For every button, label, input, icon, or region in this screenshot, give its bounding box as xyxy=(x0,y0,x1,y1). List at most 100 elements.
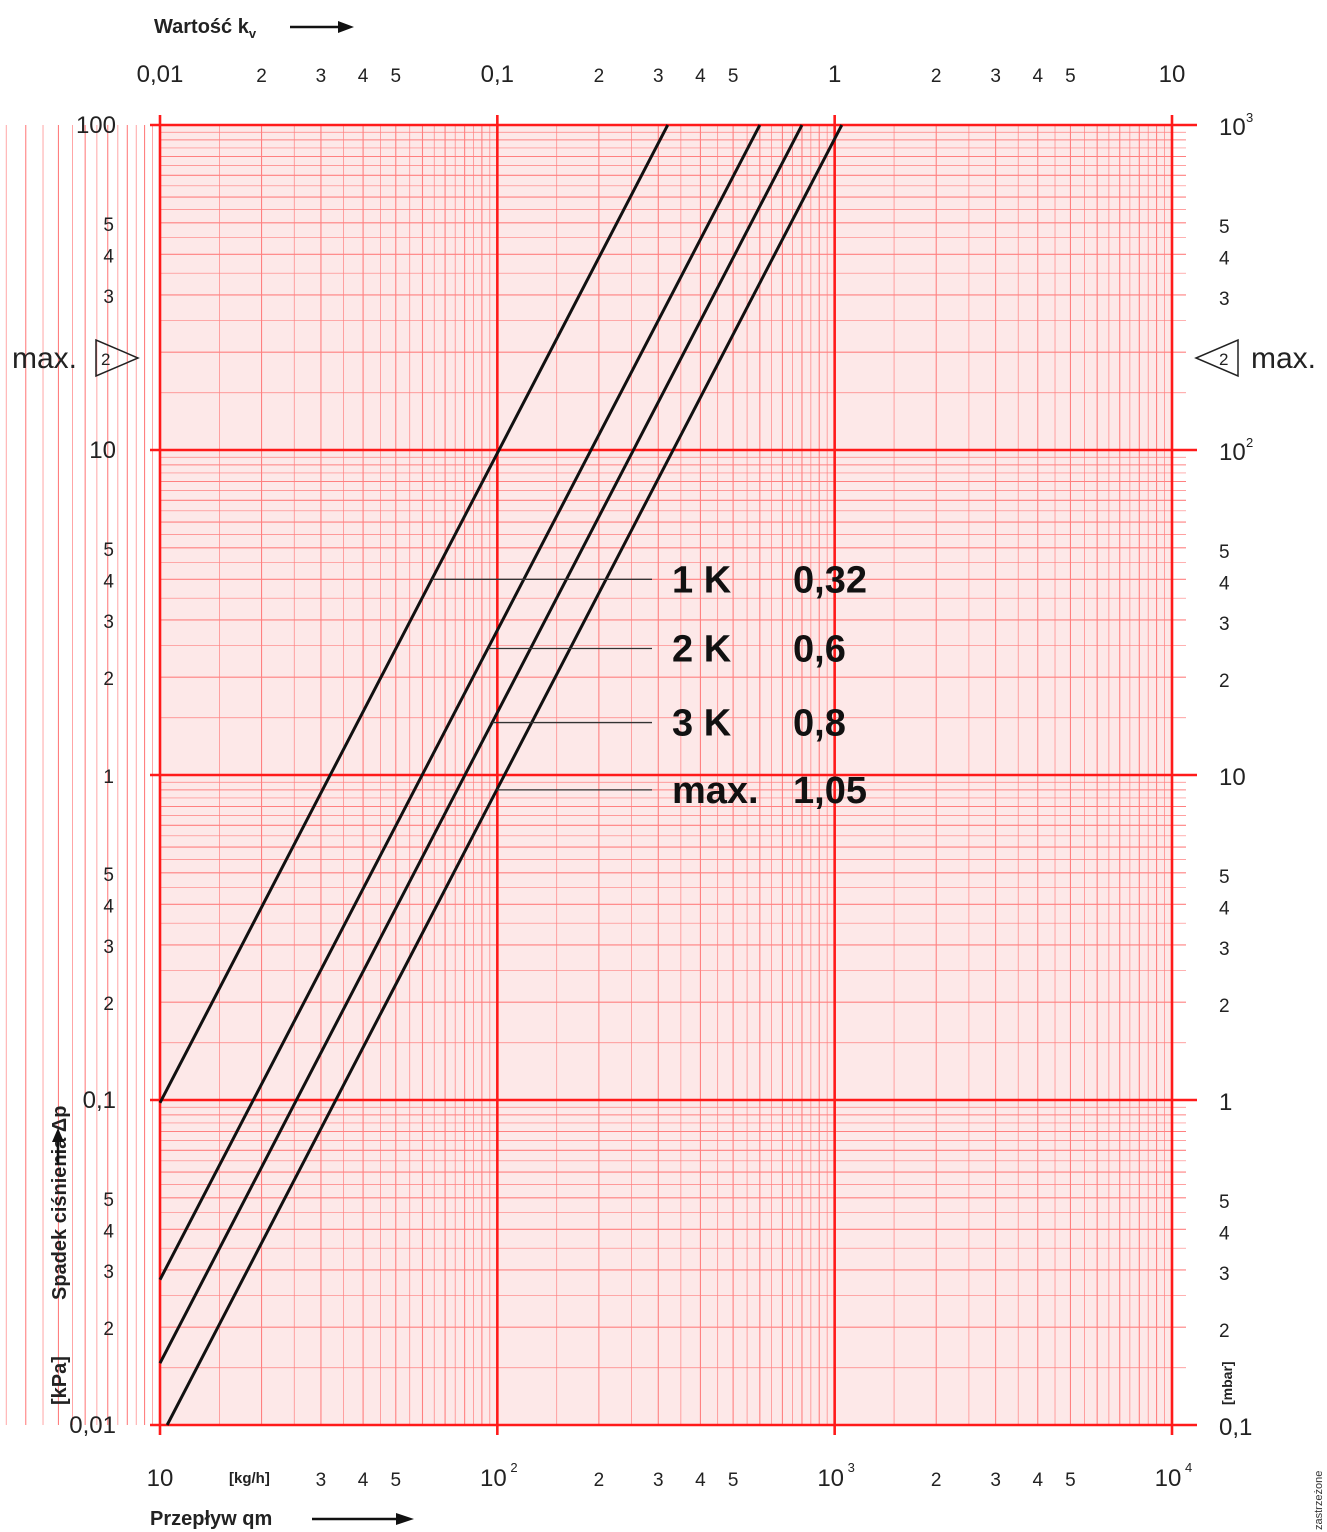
right-axis-tick-label: 4 xyxy=(1219,248,1230,269)
series-label-kv: 0,6 xyxy=(793,629,846,671)
series-label-leaders xyxy=(431,578,652,791)
right-axis-tick-label: 2 xyxy=(1219,671,1230,692)
right-axis-tick-label: 4 xyxy=(1219,898,1230,919)
left-axis-title: Spadek ciśnienia Δp xyxy=(49,1106,71,1300)
left-axis-tick-label: 4 xyxy=(103,246,114,267)
left-axis-arrow-icon xyxy=(52,1128,64,1165)
series-label-name: 1 K xyxy=(672,559,732,601)
series-line xyxy=(165,124,844,1426)
bottom-axis-tick-label: 4 xyxy=(1032,1470,1043,1491)
right-axis-tick-exponent: 2 xyxy=(1246,435,1253,450)
series-line xyxy=(158,124,804,1364)
top-axis-tick-label: 1 xyxy=(828,61,841,88)
top-axis-tick-label: 2 xyxy=(256,66,267,87)
right-axis-unit: [mbar] xyxy=(1219,1361,1235,1405)
top-axis-tick-label: 0,01 xyxy=(137,61,184,88)
top-axis-tick-label: 4 xyxy=(695,66,706,87)
top-axis-tick-label: 5 xyxy=(728,66,739,87)
bottom-axis-tick-label: 4 xyxy=(695,1470,706,1491)
right-axis-tick-label: 2 xyxy=(1219,1321,1230,1342)
right-axis-tick-label: 3 xyxy=(1219,1264,1230,1285)
bottom-axis-tick-label: 3 xyxy=(990,1470,1001,1491)
bottom-axis-arrow-icon xyxy=(312,1513,414,1525)
left-axis-tick-label: 1 xyxy=(103,767,114,788)
left-max-label: max. xyxy=(12,342,77,375)
bottom-axis-tick-label: 10 xyxy=(817,1465,844,1492)
bottom-axis-tick-label: 2 xyxy=(931,1470,942,1491)
top-axis-tick-label: 5 xyxy=(1065,66,1076,87)
right-axis-tick-label: 4 xyxy=(1219,1223,1230,1244)
bottom-axis-tick-label: 10 xyxy=(480,1465,507,1492)
grid-minor xyxy=(5,125,1186,1425)
left-axis-tick-label: 0,01 xyxy=(69,1412,116,1439)
series-label-kv: 0,32 xyxy=(793,559,867,601)
bottom-axis-tick-label: 3 xyxy=(653,1470,664,1491)
left-axis-tick-label: 2 xyxy=(103,669,114,690)
left-axis-tick-label: 3 xyxy=(103,1262,114,1283)
top-axis-tick-label: 3 xyxy=(990,66,1001,87)
right-axis-tick-label: 2 xyxy=(1219,996,1230,1017)
right-axis-tick-label: 3 xyxy=(1219,289,1230,310)
bottom-axis-tick-exponent: 2 xyxy=(510,1460,517,1475)
right-axis-unit-group: [mbar] xyxy=(1219,1361,1235,1405)
top-axis-tick-label: 2 xyxy=(594,66,605,87)
left-axis-tick-label: 4 xyxy=(103,1221,114,1242)
top-axis-arrow-icon xyxy=(290,21,354,33)
series-label-name: max. xyxy=(672,770,759,812)
top-axis-tick-label: 10 xyxy=(1159,61,1186,88)
top-axis-title: Wartość kv xyxy=(154,16,257,41)
left-axis-tick-label: 4 xyxy=(103,896,114,917)
top-axis-tick-label: 3 xyxy=(653,66,664,87)
bottom-axis-tick-label: 5 xyxy=(728,1470,739,1491)
bottom-axis-ticks: 10 3 4 5 10 22 3 4 5 10 32 3 4 5 10 4 xyxy=(147,1460,1193,1492)
bottom-axis-title: Przepływ qm xyxy=(150,1508,272,1530)
left-axis-tick-label: 5 xyxy=(103,540,114,561)
left-axis-tick-label: 100 xyxy=(76,112,116,139)
series-label-name: 3 K xyxy=(672,703,732,745)
left-axis-unit: [kPa] xyxy=(49,1356,71,1405)
bottom-axis-tick-label: 5 xyxy=(1065,1470,1076,1491)
bottom-axis-tick-exponent: 3 xyxy=(848,1460,855,1475)
top-axis-ticks: 0,01 2 3 4 5 0,1 2 3 4 5 1 2 3 4 5 10 xyxy=(137,61,1186,88)
left-axis-tick-label: 3 xyxy=(103,287,114,308)
left-axis-tick-label: 4 xyxy=(103,571,114,592)
left-axis-ticks: 100 5 4 3 10 5 4 3 2 1 5 4 3 2 0,1 5 4 3 2 0,01 xyxy=(69,112,116,1439)
series-label-name: 2 K xyxy=(672,629,732,671)
left-axis-title-group: [kPa] Spadek ciśnienia Δp xyxy=(49,1106,71,1405)
right-axis-tick-label: 3 xyxy=(1219,939,1230,960)
right-max-label: max. xyxy=(1251,342,1316,375)
left-axis-tick-label: 5 xyxy=(103,215,114,236)
right-axis-tick-label: 10 xyxy=(1219,114,1246,141)
left-axis-tick-label: 10 xyxy=(89,437,116,464)
series-lines xyxy=(158,124,844,1426)
corner-note-group: zastrzeżone xyxy=(1313,1471,1325,1530)
left-axis-tick-label: 3 xyxy=(103,937,114,958)
right-max-marker: 2 max. xyxy=(1194,338,1316,378)
bottom-axis-tick-label: 10 xyxy=(147,1465,174,1492)
right-axis-tick-label: 5 xyxy=(1219,217,1230,238)
top-axis-tick-label: 0,1 xyxy=(481,61,514,88)
series-label-kv: 0,8 xyxy=(793,703,846,745)
series-line xyxy=(158,124,762,1281)
right-axis-tick-exponent: 3 xyxy=(1246,110,1253,125)
top-axis-tick-label: 4 xyxy=(1032,66,1043,87)
top-axis-tick-label: 5 xyxy=(390,66,401,87)
top-axis-tick-label: 2 xyxy=(931,66,942,87)
right-axis-tick-label: 4 xyxy=(1219,573,1230,594)
left-max-marker: max. 2 xyxy=(12,338,140,378)
bottom-axis-tick-label: 5 xyxy=(390,1470,401,1491)
series-line xyxy=(158,124,670,1104)
series-label-kv: 1,05 xyxy=(793,770,867,812)
bottom-axis-tick-label: 4 xyxy=(358,1470,369,1491)
top-axis-tick-label: 4 xyxy=(358,66,369,87)
left-axis-tick-label: 2 xyxy=(103,1319,114,1340)
bottom-axis-unit: [kg/h] xyxy=(229,1470,270,1487)
right-axis-tick-label: 3 xyxy=(1219,614,1230,635)
left-max-triangle-icon xyxy=(95,338,140,378)
bottom-axis-tick-exponent: 4 xyxy=(1185,1460,1192,1475)
left-axis-tick-label: 5 xyxy=(103,865,114,886)
series-labels: 1 K 0,32 2 K 0,6 3 K 0,8 max. 1,05 xyxy=(672,559,867,812)
left-max-symbol: 2 xyxy=(101,350,110,369)
